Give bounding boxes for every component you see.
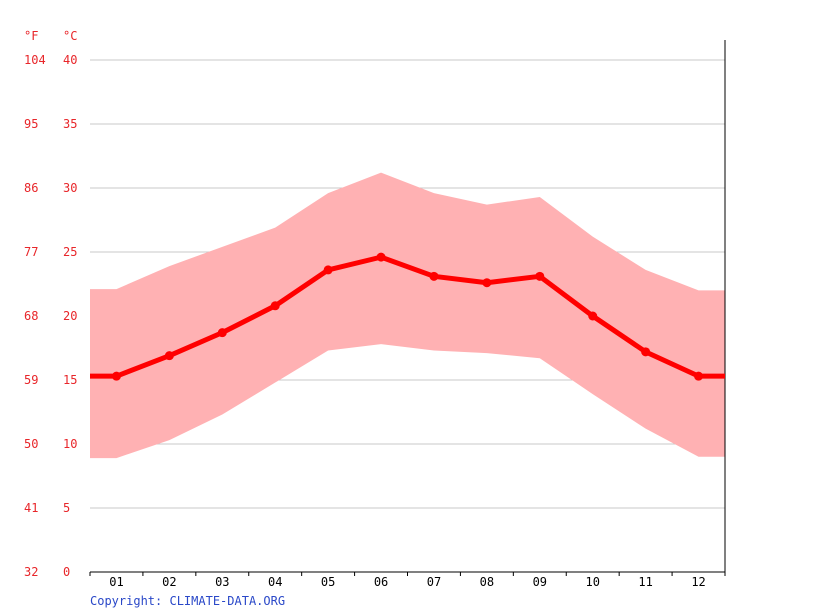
y-tick-label-fahrenheit: 95	[24, 117, 38, 131]
y-tick-label-fahrenheit: 86	[24, 181, 38, 195]
axes	[89, 40, 726, 576]
y-tick-label-celsius: 15	[63, 373, 77, 387]
y-tick-label-celsius: 25	[63, 245, 77, 259]
y-tick-label-fahrenheit: 32	[24, 565, 38, 579]
x-tick-label: 11	[638, 575, 652, 589]
x-tick-label: 02	[162, 575, 176, 589]
y-tick-label-fahrenheit: 77	[24, 245, 38, 259]
copyright-text: Copyright: CLIMATE-DATA.ORG	[90, 594, 286, 608]
temperature-point	[588, 311, 598, 321]
temperature-line-series	[90, 252, 725, 381]
y-tick-label-celsius: 35	[63, 117, 77, 131]
x-tick-label: 10	[585, 575, 599, 589]
y-tick-label-fahrenheit: 41	[24, 501, 38, 515]
y-tick-label-fahrenheit: 50	[24, 437, 38, 451]
x-tick-label: 06	[374, 575, 388, 589]
x-tick-label: 05	[321, 575, 335, 589]
temperature-point	[535, 271, 545, 281]
temperature-point	[164, 351, 174, 361]
x-tick-label: 08	[480, 575, 494, 589]
fahrenheit-unit-label: °F	[24, 29, 38, 43]
temperature-point	[641, 347, 651, 357]
y-tick-label-celsius: 0	[63, 565, 70, 579]
y-tick-label-fahrenheit: 59	[24, 373, 38, 387]
temperature-range-band	[90, 172, 725, 459]
celsius-unit-label: °C	[63, 29, 77, 43]
temperature-point	[111, 371, 121, 381]
temperature-point	[429, 271, 439, 281]
y-tick-label-celsius: 40	[63, 53, 77, 67]
axis-labels: °F °C 32 0 41 5 50 10 59 15 68 20 77 25 86 30 95 35 104 4…	[24, 29, 706, 589]
temperature-point	[270, 301, 280, 311]
x-tick-label: 03	[215, 575, 229, 589]
temperature-point	[482, 278, 492, 288]
temperature-range-area	[90, 172, 725, 459]
x-tick-label: 07	[427, 575, 441, 589]
temperature-point	[694, 371, 704, 381]
x-tick-label: 01	[109, 575, 123, 589]
y-tick-label-fahrenheit: 68	[24, 309, 38, 323]
y-tick-label-celsius: 20	[63, 309, 77, 323]
temperature-point	[323, 265, 333, 275]
y-tick-label-celsius: 5	[63, 501, 70, 515]
x-tick-label: 12	[691, 575, 705, 589]
temperature-point	[376, 252, 386, 262]
y-tick-label-celsius: 30	[63, 181, 77, 195]
x-tick-label: 09	[533, 575, 547, 589]
temperature-point	[217, 328, 227, 338]
temperature-line	[90, 254, 725, 379]
y-tick-label-celsius: 10	[63, 437, 77, 451]
y-tick-label-fahrenheit: 104	[24, 53, 46, 67]
x-tick-label: 04	[268, 575, 282, 589]
